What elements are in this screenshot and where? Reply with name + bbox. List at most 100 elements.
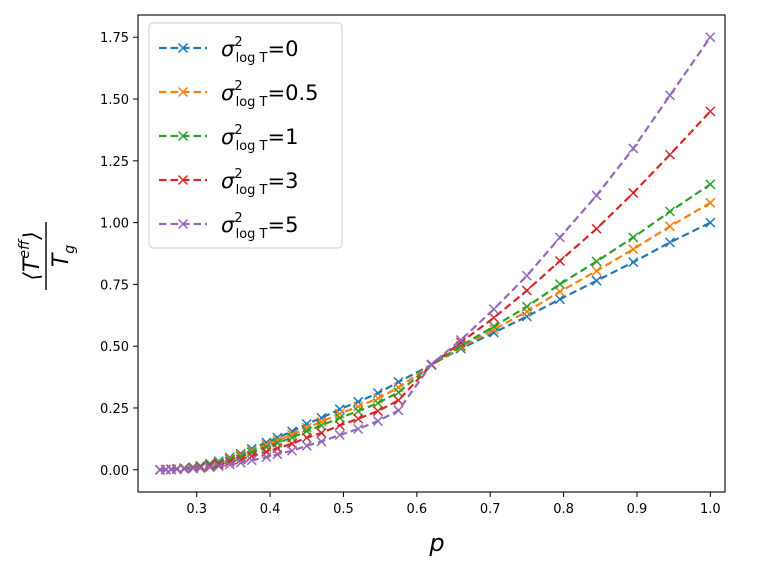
- series-0: [154, 217, 716, 475]
- x-tick-label: 1.0: [700, 502, 721, 517]
- data-point: [301, 432, 312, 443]
- y-tick-label: 0.50: [100, 340, 129, 355]
- data-point: [488, 321, 499, 332]
- legend-label: σ2 log T=5: [221, 211, 298, 242]
- x-axis-title: p: [428, 529, 444, 557]
- data-point: [316, 416, 327, 427]
- y-tick-label: 1.75: [100, 31, 129, 46]
- data-point: [705, 106, 716, 117]
- legend-entry-0: σ2 log T=0: [159, 35, 298, 66]
- data-point: [554, 255, 565, 266]
- y-axis-title-numerator: ⟨Teff⟩: [17, 231, 45, 280]
- x-tick-label: 0.7: [480, 502, 501, 517]
- data-point: [261, 442, 272, 453]
- legend-swatch-marker: [177, 218, 189, 230]
- data-point: [705, 179, 716, 190]
- data-point: [334, 430, 345, 441]
- data-point: [628, 187, 639, 198]
- data-point: [521, 311, 532, 322]
- data-point: [628, 244, 639, 255]
- data-point: [393, 387, 404, 398]
- data-point: [705, 197, 716, 208]
- legend-entry-1: σ2 log T=0.5: [159, 79, 318, 110]
- data-point: [224, 459, 235, 470]
- data-point: [664, 206, 675, 217]
- legend-entry-4: σ2 log T=5: [159, 211, 298, 242]
- series-line: [159, 221, 711, 471]
- data-point: [591, 190, 602, 201]
- data-point: [426, 359, 437, 370]
- x-tick-label: 0.6: [406, 502, 427, 517]
- data-point: [204, 460, 215, 471]
- y-tick-label: 1.25: [100, 155, 129, 170]
- x-tick-label: 0.4: [260, 502, 281, 517]
- data-point: [195, 463, 206, 474]
- data-point: [664, 237, 675, 248]
- data-point: [353, 423, 364, 435]
- data-point: [261, 452, 272, 463]
- x-tick-label: 0.8: [553, 502, 574, 517]
- x-tick-label: 0.9: [627, 502, 648, 517]
- series-line: [159, 36, 712, 471]
- y-tick-label: 0.25: [100, 402, 129, 417]
- data-point: [353, 406, 364, 417]
- data-point: [591, 275, 602, 286]
- legend-label: σ2 log T=0: [221, 35, 298, 66]
- data-point: [664, 90, 675, 101]
- data-point: [287, 429, 298, 440]
- x-tick-label: 0.5: [333, 502, 354, 517]
- data-point: [353, 413, 364, 424]
- data-point: [521, 270, 532, 281]
- data-point: [316, 427, 327, 438]
- data-point: [591, 256, 602, 267]
- data-point: [591, 223, 602, 234]
- plot-area: [154, 32, 716, 475]
- series-line: [159, 201, 711, 471]
- data-point: [287, 445, 298, 456]
- data-point: [272, 449, 283, 460]
- legend-swatch-marker: [177, 174, 189, 186]
- data-point: [393, 395, 404, 406]
- legend-label: σ2 log T=0.5: [221, 79, 318, 110]
- data-point: [301, 440, 312, 451]
- axes: 0.3 0.4 0.5 0.6 0.7 0.8 0.9 1.0 0.00 0.25 0.50 0.75…: [100, 14, 726, 517]
- data-point: [521, 301, 532, 312]
- data-point: [664, 221, 675, 232]
- legend-label: σ2 log T=3: [221, 167, 298, 198]
- data-point: [372, 406, 383, 417]
- legend: σ2 log T=0 σ2 log T=0.5 σ2 log T=1 σ2 log T=3 σ2…: [148, 22, 343, 249]
- legend-swatch-marker: [177, 42, 189, 54]
- y-tick-label: 1.50: [100, 93, 129, 108]
- data-point: [554, 279, 565, 290]
- data-point: [705, 217, 716, 228]
- data-point: [213, 461, 224, 472]
- legend-box: [148, 22, 343, 249]
- data-point: [628, 232, 639, 243]
- data-point: [372, 397, 383, 409]
- series-line: [159, 183, 711, 471]
- data-point: [554, 294, 565, 305]
- data-point: [334, 420, 345, 431]
- data-point: [488, 312, 499, 323]
- data-point: [591, 265, 602, 276]
- y-tick-label: 1.00: [100, 217, 129, 232]
- data-point: [455, 334, 466, 346]
- data-point: [246, 455, 257, 466]
- data-point: [393, 405, 404, 416]
- data-point: [316, 436, 327, 447]
- data-point: [521, 285, 532, 296]
- legend-entry-2: σ2 log T=1: [159, 123, 298, 154]
- data-point: [554, 286, 565, 297]
- y-tick-label: 0.00: [100, 464, 129, 479]
- data-point: [488, 304, 499, 315]
- legend-entry-3: σ2 log T=3: [159, 167, 298, 198]
- data-point: [334, 404, 345, 415]
- y-axis-title: ⟨Teff⟩ Tg: [17, 222, 78, 290]
- y-axis-title-denominator: Tg: [49, 245, 78, 267]
- data-point: [705, 32, 716, 43]
- legend-swatch-marker: [177, 86, 189, 98]
- plot-frame: [137, 14, 726, 493]
- data-point: [488, 324, 499, 335]
- series-line: [159, 110, 712, 471]
